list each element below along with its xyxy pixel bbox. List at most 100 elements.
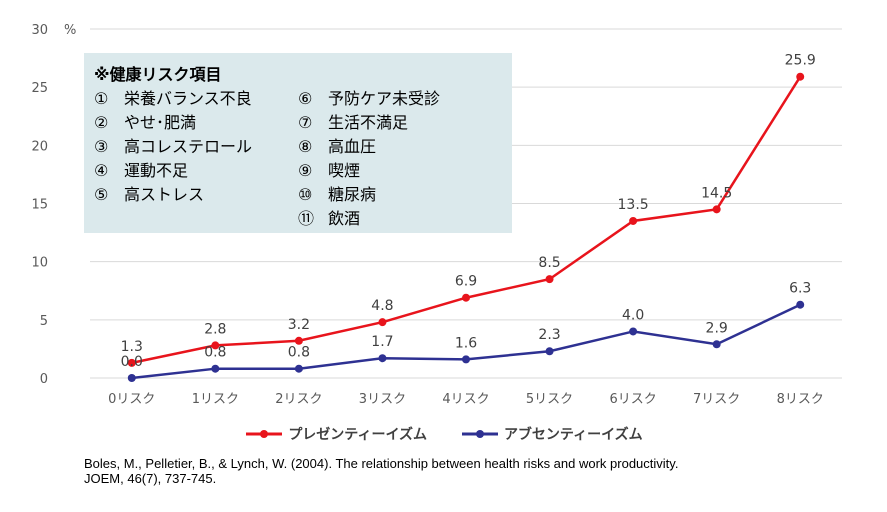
x-tick-label: 8リスク [777, 392, 824, 407]
data-point [211, 341, 220, 350]
data-point [629, 216, 638, 225]
data-point [545, 347, 554, 356]
risk-item-9: ⑨ 喫煙 [298, 157, 360, 181]
x-tick-label: 3リスク [359, 392, 406, 407]
data-labels: 1.3 2.8 3.2 4.8 6.9 8.5 13.5 14.5 25.9 0.0 0.8 0.8 1… [121, 53, 816, 370]
series-points [127, 72, 805, 382]
risk-item-number: ⑨ [298, 161, 313, 180]
risk-item-label: 飲酒 [328, 209, 361, 228]
data-label: 0.8 [204, 345, 226, 361]
data-label: 14.5 [701, 185, 732, 201]
data-label: 2.8 [204, 321, 226, 337]
data-point [462, 293, 470, 302]
data-label: 0.8 [288, 345, 310, 361]
risk-item-label: 喫煙 [328, 161, 361, 180]
y-tick-label: 5 [40, 314, 48, 329]
risk-item-5: ⑤ 高ストレス [94, 181, 204, 205]
risk-item-label: 高ストレス [124, 185, 205, 204]
data-point [629, 327, 638, 336]
risk-item-label: 糖尿病 [328, 185, 377, 204]
y-unit-label: % [64, 23, 76, 38]
y-tick-label: 25 [31, 81, 48, 96]
risk-item-10: ⑩ 糖尿病 [298, 181, 376, 205]
risk-item-label: 運動不足 [124, 161, 189, 180]
y-tick-label: 20 [31, 139, 48, 154]
data-label: 1.3 [121, 339, 143, 355]
risk-item-4: ④ 運動不足 [94, 157, 188, 181]
data-label: 1.6 [455, 335, 477, 351]
data-point [712, 205, 721, 214]
risk-item-label: 予防ケア未受診 [328, 89, 441, 108]
data-label: 4.8 [371, 298, 393, 314]
x-axis-ticks: 0リスク 1リスク 2リスク 3リスク 4リスク 5リスク 6リスク 7リスク 8リスク [108, 392, 824, 407]
x-tick-label: 1リスク [192, 392, 239, 407]
data-label: 1.7 [371, 334, 393, 350]
risk-item-2: ② やせ･肥満 [94, 109, 196, 133]
data-label: 25.9 [785, 53, 816, 69]
risk-item-number: ⑧ [298, 137, 313, 156]
data-label: 6.3 [789, 281, 811, 297]
legend-marker-navy-icon [461, 430, 498, 438]
data-point [545, 275, 554, 284]
legend-entry-presenteeism: プレゼンティーイズム [244, 424, 427, 444]
risk-item-number: ③ [94, 137, 109, 156]
y-tick-label: 30 [31, 23, 48, 38]
data-label: 2.3 [538, 327, 560, 343]
y-tick-label: 0 [40, 372, 48, 387]
x-tick-label: 6リスク [609, 392, 656, 407]
x-tick-label: 2リスク [275, 392, 322, 407]
risk-item-1: ① 栄養バランス不良 [94, 85, 252, 109]
risk-item-3: ③ 高コレステロール [94, 133, 252, 157]
data-point [127, 358, 136, 367]
risk-item-number: ⑤ [94, 185, 109, 204]
risk-item-number: ⑦ [298, 113, 313, 132]
data-point [712, 340, 721, 349]
data-point [462, 355, 470, 364]
citation-line-1: Boles, M., Pelletier, B., & Lynch, W. (2… [84, 456, 679, 471]
risk-item-number: ⑪ [298, 209, 315, 228]
risk-item-number: ② [94, 113, 109, 132]
data-point [211, 364, 220, 373]
risk-item-number: ⑩ [298, 185, 313, 204]
x-tick-label: 4リスク [442, 392, 489, 407]
data-label: 4.0 [622, 307, 644, 323]
risk-item-label: やせ･肥満 [124, 113, 197, 132]
risk-item-label: 高血圧 [328, 137, 377, 156]
data-point [294, 336, 303, 345]
legend-label: プレゼンティーイズム [288, 427, 428, 443]
data-point [796, 72, 805, 81]
citation-line-2: JOEM, 46(7), 737-745. [84, 471, 217, 486]
legend-label: アブセンティーイズム [503, 427, 643, 443]
risk-item-8: ⑧ 高血圧 [298, 133, 376, 157]
risk-item-11: ⑪ 飲酒 [298, 205, 360, 229]
data-label: 0.0 [121, 354, 143, 370]
data-point [294, 364, 303, 373]
legend-entry-absenteeism: アブセンティーイズム [460, 424, 643, 444]
risk-item-number: ⑥ [298, 89, 313, 108]
risk-item-number: ④ [94, 161, 109, 180]
risk-item-label: 栄養バランス不良 [124, 89, 252, 108]
data-point [378, 318, 387, 327]
data-label: 2.9 [706, 320, 728, 336]
citation: Boles, M., Pelletier, B., & Lynch, W. (2… [84, 456, 864, 486]
x-tick-label: 0リスク [108, 392, 155, 407]
y-tick-label: 10 [31, 256, 48, 271]
y-tick-label: 15 [31, 198, 48, 213]
risk-item-7: ⑦ 生活不満足 [298, 109, 408, 133]
series-legend: プレゼンティーイズム アブセンティーイズム [0, 424, 887, 444]
y-axis-ticks: 0 5 10 15 20 25 30 [31, 23, 48, 387]
data-label: 6.9 [455, 274, 477, 290]
risk-items-box: ※健康リスク項目 ① 栄養バランス不良 ② やせ･肥満 ③ 高コレステロール ④ 運動不… [84, 53, 512, 233]
risk-item-label: 生活不満足 [328, 113, 409, 132]
data-label: 8.5 [538, 255, 560, 271]
x-tick-label: 7リスク [693, 392, 740, 407]
data-point [796, 300, 805, 309]
risk-item-label: 高コレステロール [124, 137, 253, 156]
data-point [127, 374, 136, 382]
risk-item-6: ⑥ 予防ケア未受診 [298, 85, 440, 109]
risk-box-title: ※健康リスク項目 [94, 65, 222, 84]
x-tick-label: 5リスク [526, 392, 573, 407]
risk-item-number: ① [94, 89, 109, 108]
legend-marker-red-icon [246, 430, 283, 438]
data-point [378, 354, 387, 363]
